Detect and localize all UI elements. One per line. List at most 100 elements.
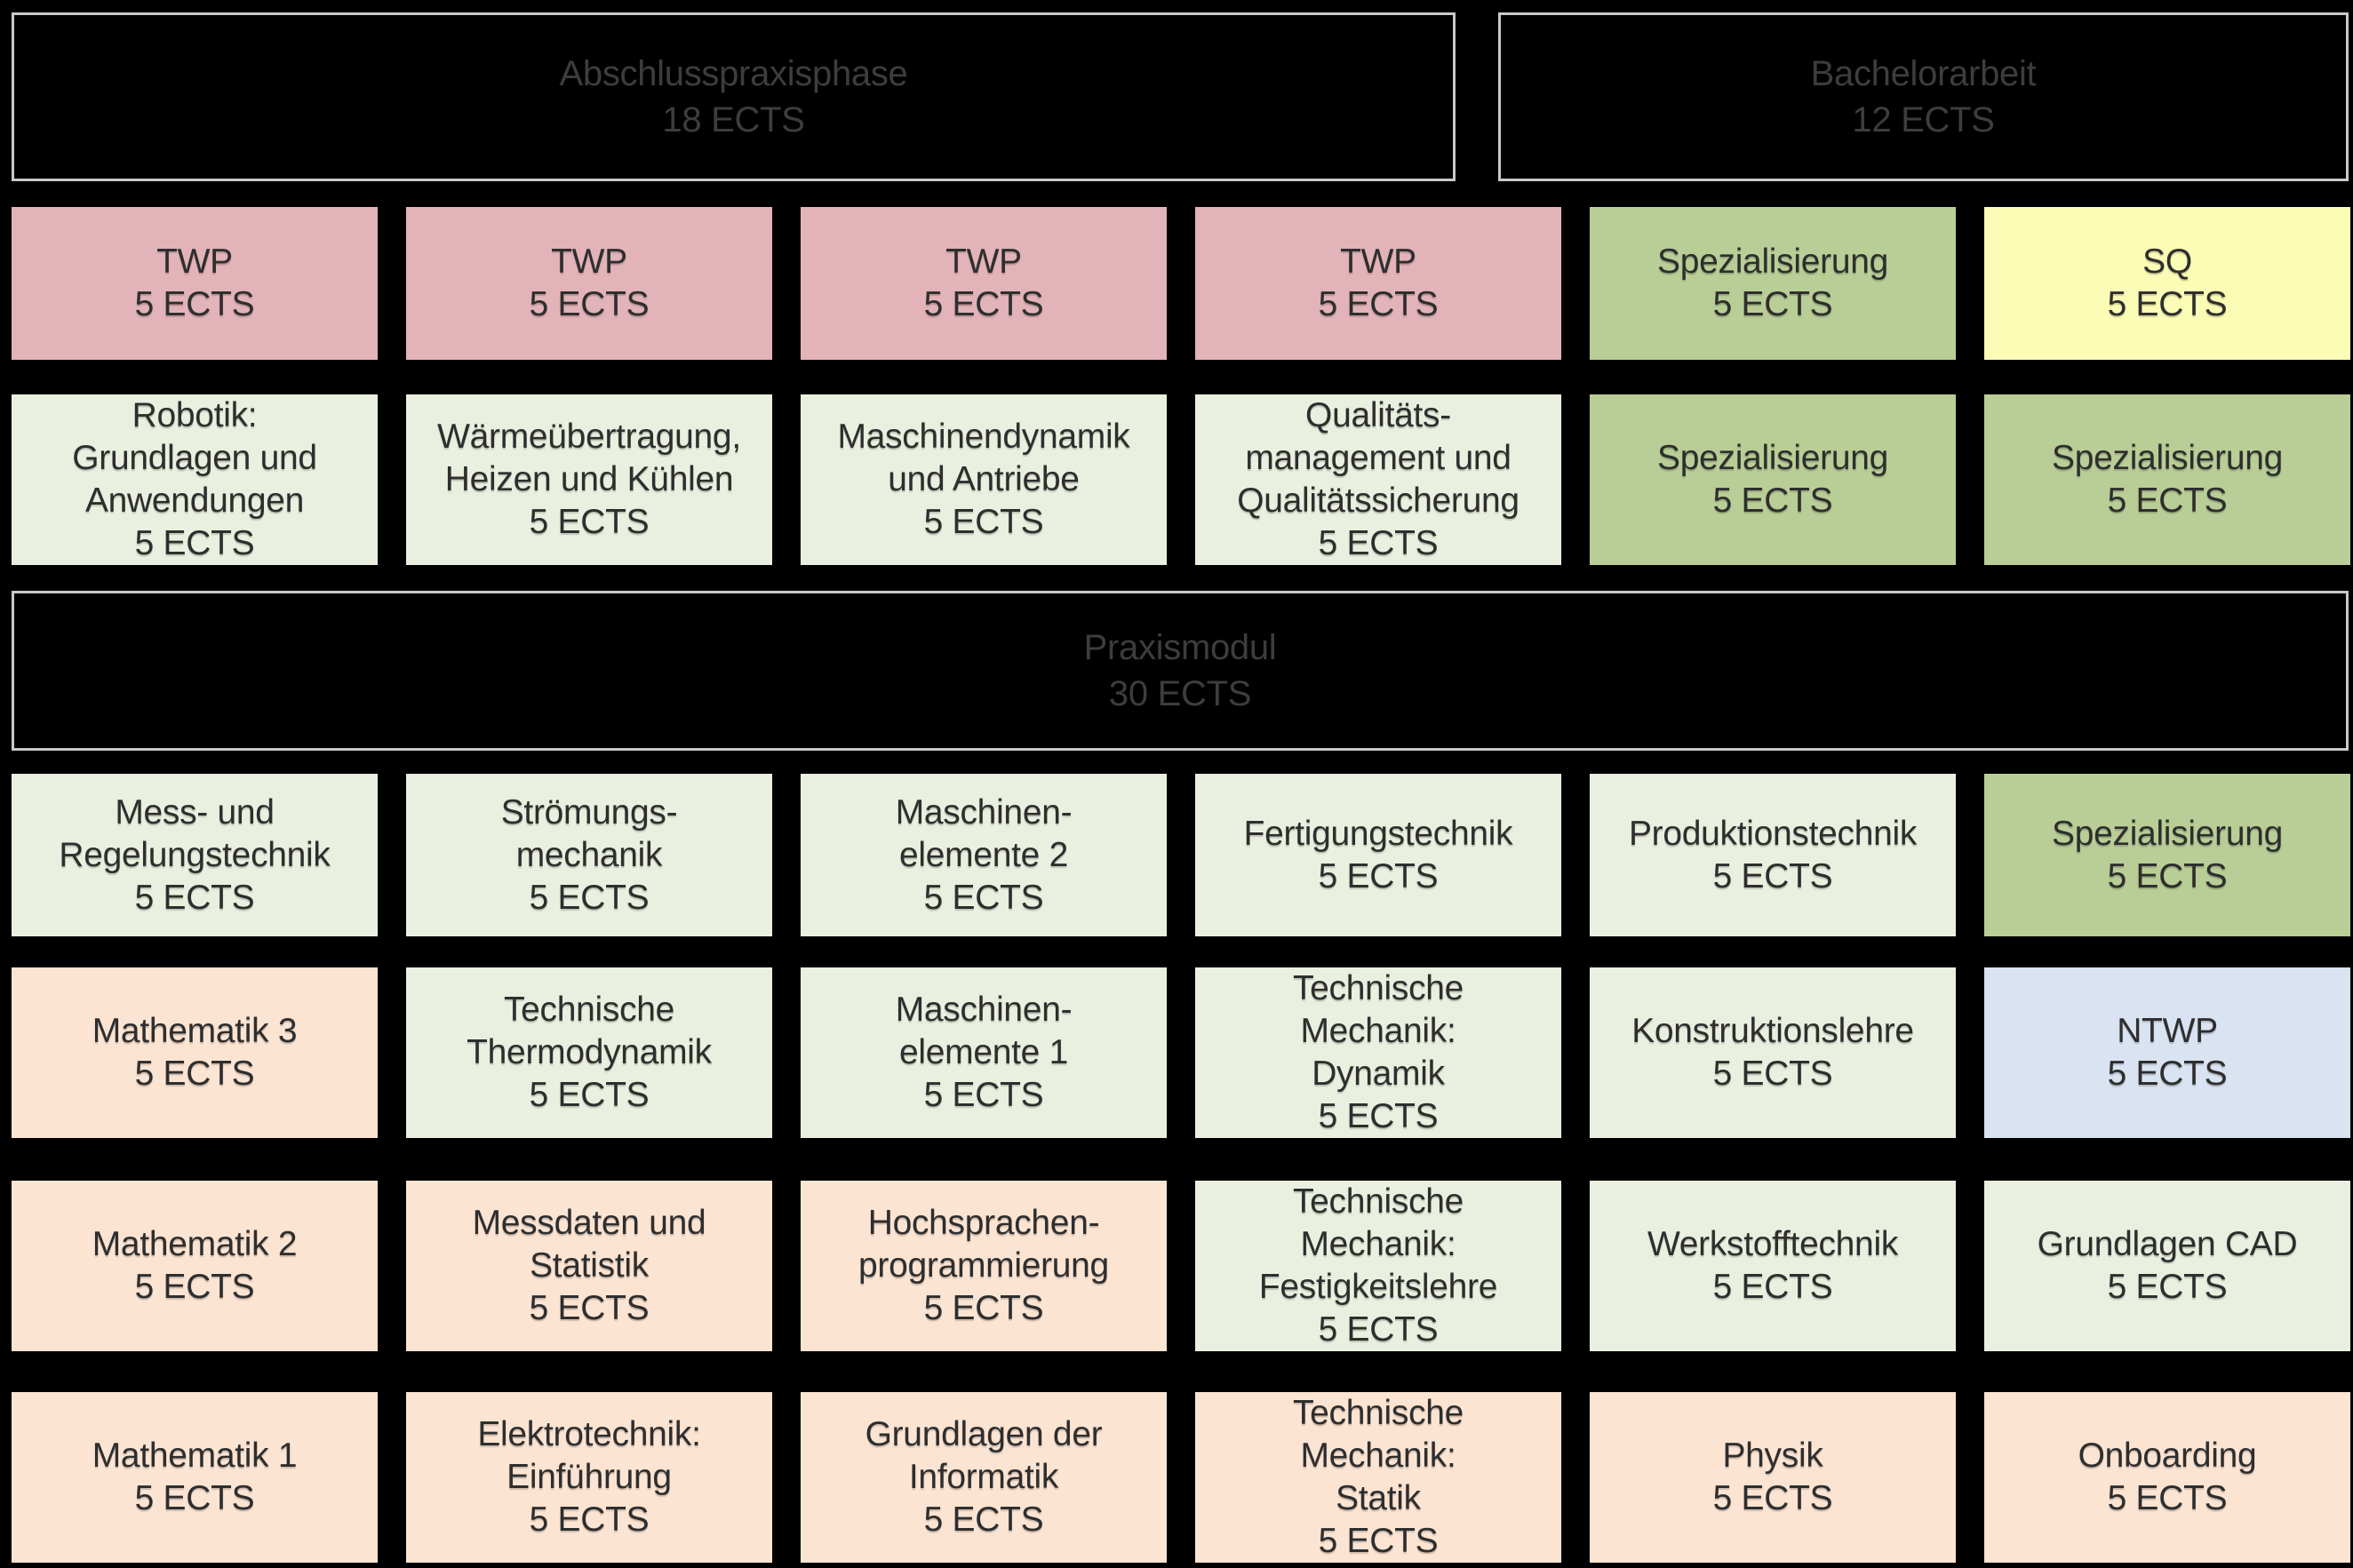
module-box: Mathematik 2 5 ECTS xyxy=(12,1181,378,1351)
module-ects: 5 ECTS xyxy=(923,878,1044,917)
module-title-line: SQ xyxy=(2142,243,2192,281)
module-title-line: Statistik xyxy=(530,1246,649,1285)
module-ects: 5 ECTS xyxy=(529,1500,650,1539)
module-ects: 5 ECTS xyxy=(529,1289,650,1327)
module-title-line: Physik xyxy=(1722,1437,1823,1475)
module-title-line: Regelungstechnik xyxy=(59,835,331,874)
module-ects: 5 ECTS xyxy=(1712,482,1833,520)
module-ects: 5 ECTS xyxy=(1318,1522,1439,1560)
module-title-line: Onboarding xyxy=(2078,1437,2257,1475)
phase-ects: 12 ECTS xyxy=(1852,100,1995,139)
module-title-line: management und xyxy=(1245,439,1512,477)
module-box: Technische Mechanik: Festigkeitslehre 5 ECT… xyxy=(1195,1181,1561,1351)
module-ects: 5 ECTS xyxy=(1318,1310,1439,1349)
module-ects: 5 ECTS xyxy=(923,503,1044,541)
module-ects: 5 ECTS xyxy=(529,285,650,323)
module-row: Mathematik 2 5 ECTS Messdaten und Statistik… xyxy=(12,1181,2350,1351)
module-ects: 5 ECTS xyxy=(2107,1268,2228,1306)
module-title-line: Einführung xyxy=(506,1458,672,1496)
module-ects: 5 ECTS xyxy=(529,503,650,541)
module-ects: 5 ECTS xyxy=(2107,1479,2228,1517)
module-box: Hochsprachen-programmierung 5 ECTS xyxy=(801,1181,1167,1351)
module-ects: 5 ECTS xyxy=(1712,1055,1833,1093)
module-box: TWP 5 ECTS xyxy=(406,207,772,360)
phase-ects: 30 ECTS xyxy=(1108,674,1252,713)
module-box: Grundlagen der Informatik 5 ECTS xyxy=(801,1392,1167,1563)
module-title-line: Fertigungstechnik xyxy=(1243,814,1513,853)
module-title-line: Spezialisierung xyxy=(2052,814,2283,853)
module-ects: 5 ECTS xyxy=(2107,856,2228,895)
module-title-line: elemente 2 xyxy=(899,835,1068,874)
module-ects: 5 ECTS xyxy=(2107,285,2228,323)
module-box: Elektrotechnik: Einführung 5 ECTS xyxy=(406,1392,772,1563)
module-title-line: Technische xyxy=(1292,969,1464,1007)
module-ects: 5 ECTS xyxy=(923,1289,1044,1327)
module-title-line: und Antriebe xyxy=(888,460,1080,498)
phase-ects: 18 ECTS xyxy=(662,100,805,139)
module-ects: 5 ECTS xyxy=(1318,285,1439,323)
module-title-line: Maschinendynamik xyxy=(837,418,1130,456)
phase-header-praxismodul: Praxismodul 30 ECTS xyxy=(12,591,2349,751)
module-box: Wärmeübertragung, Heizen und Kühlen 5 ECTS xyxy=(406,394,772,565)
module-ects: 5 ECTS xyxy=(1318,1097,1439,1135)
module-box: Mess- und Regelungstechnik 5 ECTS xyxy=(12,774,378,936)
module-title-line: Spezialisierung xyxy=(1657,439,1888,477)
module-title-line: Festigkeitslehre xyxy=(1258,1268,1498,1306)
module-ects: 5 ECTS xyxy=(134,878,255,917)
module-title-line: Qualitätssicherung xyxy=(1237,482,1519,520)
module-title-line: programmierung xyxy=(858,1246,1109,1285)
module-box: Technische Mechanik: Statik 5 ECTS xyxy=(1195,1392,1561,1563)
module-box: Mathematik 3 5 ECTS xyxy=(12,967,378,1138)
module-box: Fertigungstechnik 5 ECTS xyxy=(1195,774,1561,936)
module-title-line: Mathematik 2 xyxy=(92,1225,298,1263)
module-title-line: Technische xyxy=(1292,1182,1464,1221)
phase-title: Bachelorarbeit xyxy=(1810,54,2037,93)
module-row: Mess- und Regelungstechnik 5 ECTS Strömungs… xyxy=(12,774,2350,936)
phase-header-abschlusspraxisphase: Abschlusspraxisphase 18 ECTS xyxy=(12,12,1456,181)
module-box: Mathematik 1 5 ECTS xyxy=(12,1392,378,1563)
module-title-line: Hochsprachen- xyxy=(867,1204,1100,1242)
module-row: Robotik: Grundlagen und Anwendungen 5 ECTS W… xyxy=(12,394,2350,565)
module-title-line: Maschinen- xyxy=(895,792,1073,832)
module-title-line: TWP xyxy=(156,243,233,281)
module-title-line: Werkstofftechnik xyxy=(1647,1225,1899,1263)
module-title-line: Technische xyxy=(503,991,675,1029)
module-title-line: TWP xyxy=(945,243,1022,281)
module-row: Mathematik 1 5 ECTS Elektrotechnik: Einführ… xyxy=(12,1392,2350,1563)
module-ects: 5 ECTS xyxy=(1712,1268,1833,1306)
module-title-line: Mechanik: xyxy=(1300,1437,1456,1475)
module-ects: 5 ECTS xyxy=(923,285,1044,323)
module-title-line: elemente 1 xyxy=(899,1033,1068,1071)
module-title-line: Statik xyxy=(1336,1479,1421,1517)
module-ects: 5 ECTS xyxy=(2107,1055,2228,1093)
module-box: TWP 5 ECTS xyxy=(801,207,1167,360)
module-box: NTWP 5 ECTS xyxy=(1984,967,2350,1138)
module-box: Strömungs-mechanik 5 ECTS xyxy=(406,774,772,936)
module-box: Maschinendynamik und Antriebe 5 ECTS xyxy=(801,394,1167,565)
phase-title: Praxismodul xyxy=(1083,628,1277,667)
module-box: Physik 5 ECTS xyxy=(1590,1392,1956,1563)
module-ects: 5 ECTS xyxy=(1318,524,1439,562)
module-box: TWP 5 ECTS xyxy=(12,207,378,360)
module-title-line: Spezialisierung xyxy=(1657,243,1888,281)
module-title-line: Elektrotechnik: xyxy=(477,1415,701,1453)
module-title-line: Messdaten und xyxy=(472,1204,706,1242)
module-box: Robotik: Grundlagen und Anwendungen 5 ECTS xyxy=(12,394,378,565)
module-title-line: TWP xyxy=(551,243,627,281)
module-title-line: mechanik xyxy=(515,835,663,874)
module-box: Konstruktionslehre 5 ECTS xyxy=(1590,967,1956,1138)
module-box: Spezialisierung 5 ECTS xyxy=(1984,774,2350,936)
module-ects: 5 ECTS xyxy=(1712,856,1833,895)
module-ects: 5 ECTS xyxy=(134,1268,255,1306)
module-title-line: Grundlagen der xyxy=(865,1415,1103,1453)
module-box: Technische Mechanik: Dynamik 5 ECTS xyxy=(1195,967,1561,1138)
module-box: Werkstofftechnik 5 ECTS xyxy=(1590,1181,1956,1351)
module-ects: 5 ECTS xyxy=(923,1500,1044,1539)
module-ects: 5 ECTS xyxy=(529,1076,650,1114)
module-title-line: Maschinen- xyxy=(895,991,1073,1029)
module-title-line: Anwendungen xyxy=(84,482,305,520)
module-ects: 5 ECTS xyxy=(134,1055,255,1093)
module-title-line: Informatik xyxy=(908,1458,1059,1496)
module-title-line: Technische xyxy=(1292,1394,1464,1432)
module-title-line: Konstruktionslehre xyxy=(1631,1012,1914,1050)
